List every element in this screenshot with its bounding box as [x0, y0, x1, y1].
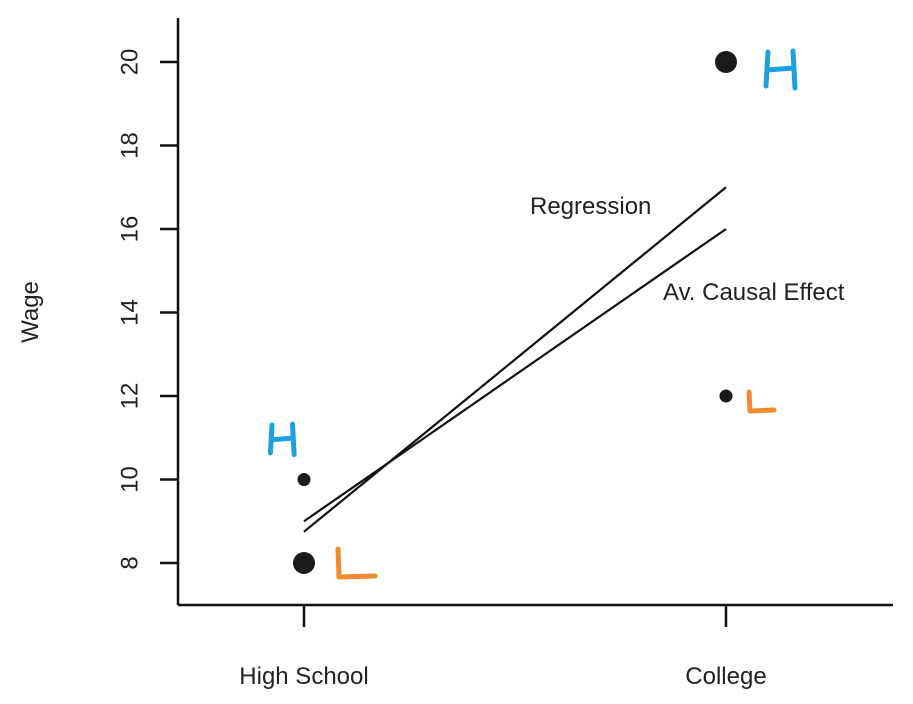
regression-label: Regression [530, 193, 651, 220]
data-point [715, 51, 737, 73]
y-tick-label: 12 [117, 383, 144, 410]
group-labels [267, 48, 798, 580]
causal-effect-label: Av. Causal Effect [663, 279, 845, 306]
y-tick-label: 8 [117, 556, 144, 569]
data-point [719, 389, 733, 403]
regression-line [303, 186, 727, 533]
y-tick-label: 14 [117, 299, 144, 326]
x-tick-label: High School [239, 663, 368, 690]
data-point [297, 473, 311, 486]
x-ticks: High School College [239, 605, 767, 690]
data-point [293, 552, 315, 574]
y-ticks: 8 10 12 14 16 18 20 [117, 49, 178, 570]
data-points [293, 51, 737, 574]
causal-effect-line [303, 228, 727, 523]
axes [176, 18, 893, 607]
y-tick-label: 20 [117, 49, 144, 76]
y-tick-label: 16 [117, 216, 144, 243]
group-label-h [267, 421, 297, 458]
group-label-l [335, 546, 378, 580]
x-tick-label: College [685, 663, 766, 690]
series-lines [303, 186, 727, 533]
group-label-h [763, 48, 798, 91]
y-tick-label: 18 [117, 132, 144, 159]
y-axis-label: Wage [17, 281, 44, 343]
y-tick-label: 10 [117, 466, 144, 493]
group-label-l [746, 389, 777, 414]
